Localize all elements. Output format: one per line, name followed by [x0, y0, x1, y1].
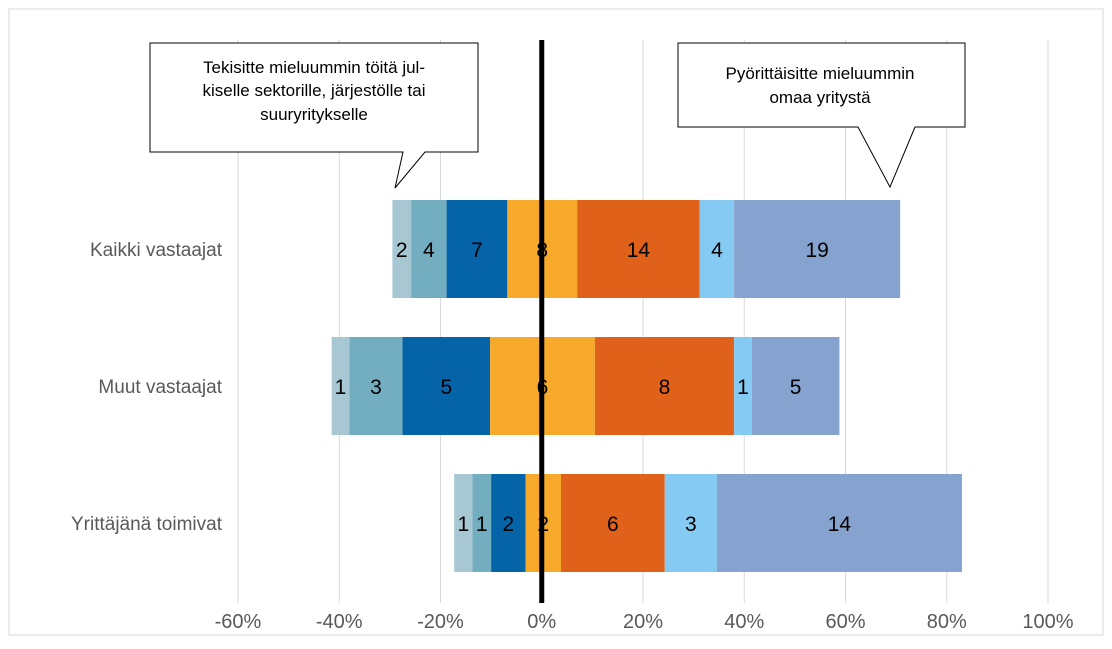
bar-segment — [716, 474, 962, 572]
data-label: 5 — [790, 376, 802, 399]
category-label: Kaikki vastaajat — [90, 240, 223, 261]
data-label: 1 — [737, 376, 749, 399]
x-tick-label: 20% — [623, 611, 663, 633]
callout-left-line-2: kiselle sektorille, järjestölle tai — [203, 81, 426, 100]
bar-segment — [454, 474, 473, 572]
x-tick-label: 100% — [1022, 611, 1073, 633]
data-label: 3 — [685, 513, 697, 536]
x-tick-label: -20% — [417, 611, 464, 633]
data-label: 19 — [805, 239, 828, 262]
data-label: 2 — [502, 513, 514, 536]
category-labels-layer: Kaikki vastaajat Muut vastaajat Yrittäjänä… — [71, 240, 223, 535]
bar-segment — [664, 474, 717, 572]
bar-segment — [699, 200, 735, 298]
bar-segment — [734, 200, 901, 298]
data-label: 8 — [659, 376, 671, 399]
bar-segment — [446, 200, 508, 298]
bar-segment — [491, 474, 526, 572]
data-label: 6 — [607, 513, 619, 536]
bar-segment — [349, 337, 403, 435]
bar-segment — [594, 337, 735, 435]
x-tick-label: 0% — [527, 611, 556, 633]
x-tick-label: 60% — [825, 611, 865, 633]
data-label: 4 — [423, 239, 435, 262]
data-label: 1 — [457, 513, 469, 536]
callout-left-shape — [149, 42, 479, 189]
data-label: 14 — [627, 239, 651, 262]
data-label: 5 — [440, 376, 452, 399]
callout-right-line-2: omaa yritystä — [769, 88, 871, 107]
callout-right-line-1: Pyörittäisitte mieluummin — [726, 64, 915, 83]
category-label: Yrittäjänä toimivat — [71, 514, 223, 535]
data-label: 1 — [335, 376, 347, 399]
data-label: 3 — [370, 376, 382, 399]
bar-segment — [734, 337, 752, 435]
bar-segment — [751, 337, 840, 435]
bar-segment — [392, 200, 412, 298]
data-label: 4 — [711, 239, 723, 262]
bar-segment — [560, 474, 665, 572]
x-tick-label: -60% — [215, 611, 262, 633]
data-label: 2 — [396, 239, 408, 262]
callout-right: Pyörittäisitte mieluummin omaa yritystä — [677, 42, 966, 189]
callout-left-line-3: suuryritykselle — [260, 105, 368, 124]
bar-segment — [472, 474, 492, 572]
callout-right-shape — [677, 42, 966, 189]
x-tick-label: -40% — [316, 611, 363, 633]
bar-segment — [331, 337, 350, 435]
data-label: 7 — [471, 239, 483, 262]
callout-left: Tekisitte mieluummin töitä jul- kiselle … — [149, 42, 479, 189]
x-tick-label: 80% — [927, 611, 967, 633]
callout-left-line-1: Tekisitte mieluummin töitä jul- — [203, 58, 425, 77]
x-tick-labels-layer: -60% -40% -20% 0% 20% 40% 60% 80% 100% — [215, 611, 1074, 633]
bar-segment — [402, 337, 491, 435]
data-label: 14 — [828, 513, 852, 536]
data-label: 1 — [476, 513, 488, 536]
x-tick-label: 40% — [724, 611, 764, 633]
category-label: Muut vastaajat — [98, 377, 222, 398]
bar-segment — [411, 200, 447, 298]
bar-segment — [577, 200, 700, 298]
